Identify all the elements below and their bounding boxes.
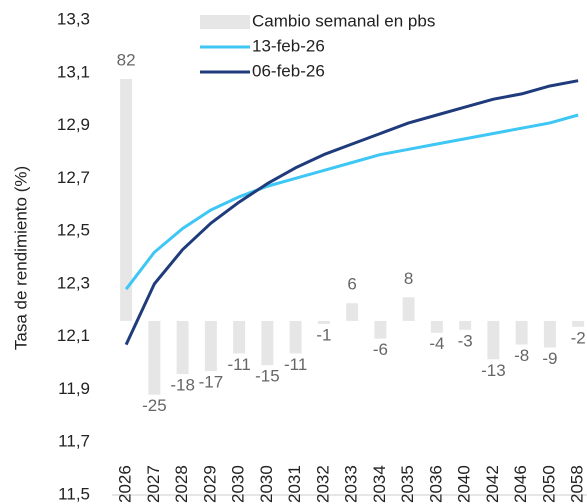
y-tick-label: 12,5 [57,221,90,240]
value-label: -6 [373,340,388,359]
value-label: -18 [170,376,195,395]
value-label: 8 [404,269,413,288]
value-label: -3 [458,331,473,350]
value-label: -8 [514,346,529,365]
x-tick-label: 2036 [426,465,445,503]
x-tick-label: 2029 [200,465,219,503]
x-tick-label: 2046 [511,465,530,503]
y-tick-label: 12,9 [57,115,90,134]
bar [459,320,472,330]
x-tick-label: 2031 [285,465,304,503]
value-label: 6 [347,275,356,294]
line [124,113,579,291]
bar [176,320,189,375]
y-tick-label: 12,7 [57,168,90,187]
value-label: -2 [571,328,586,347]
legend-label: 06-feb-26 [252,61,325,80]
x-tick-label: 2033 [342,465,361,503]
bar [543,320,556,348]
y-tick-label: 12,3 [57,273,90,292]
x-tick-label: 2035 [398,465,417,503]
y-tick-label: 13,3 [57,9,90,28]
bar [120,79,133,321]
y-axis-label: Tasa de rendimiento (%) [11,166,30,350]
value-label: 82 [117,50,136,69]
bar [289,320,302,354]
bar [487,320,500,360]
value-label: -11 [227,355,250,374]
y-tick-label: 11,9 [58,379,90,398]
bar [572,320,585,327]
bar [233,320,246,354]
bar [204,320,217,372]
value-label: -13 [481,361,506,380]
bar [346,303,359,321]
x-tick-label: 2026 [116,465,135,503]
line [124,79,579,346]
bar [148,320,161,395]
x-tick-label: 2058 [568,465,587,503]
value-label: -25 [142,396,167,415]
bar [261,320,274,366]
value-label: -4 [429,334,444,353]
value-label: -11 [284,355,307,374]
x-tick-label: 2028 [172,465,191,503]
x-tick-label: 2050 [539,465,558,503]
y-tick-label: 11,7 [58,432,90,451]
legend-swatch [200,15,250,29]
x-tick-label: 2042 [483,465,502,503]
x-tick-label: 2032 [313,465,332,503]
x-tick-label: 2034 [370,465,389,503]
value-label: -9 [542,349,557,368]
value-label: -17 [199,373,224,392]
x-tick-label: 2030 [257,465,276,503]
bar [374,320,387,339]
value-label: -15 [255,367,280,386]
bar [515,320,528,345]
legend-label: Cambio semanal en pbs [252,11,435,30]
bar [402,297,415,321]
y-tick-label: 13,1 [57,62,90,81]
legend-label: 13-feb-26 [252,36,325,55]
y-tick-label: 11,5 [58,484,90,503]
x-tick-label: 2030 [229,465,248,503]
bar [317,320,330,324]
bar [430,320,443,333]
x-tick-label: 2040 [455,465,474,503]
value-label: -1 [316,325,331,344]
x-tick-label: 2027 [144,465,163,503]
y-tick-label: 12,1 [57,326,90,345]
